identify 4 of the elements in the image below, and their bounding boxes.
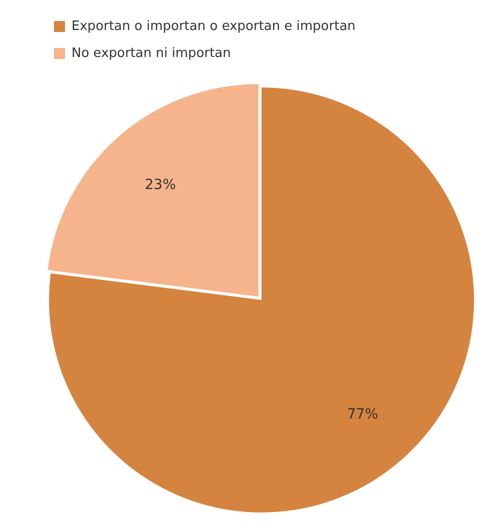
legend-label: Exportan o importan o exportan e importan — [72, 18, 356, 34]
data-label: 77% — [347, 406, 378, 422]
data-label: 23% — [144, 176, 176, 193]
legend-label: No exportan ni importan — [72, 46, 231, 61]
